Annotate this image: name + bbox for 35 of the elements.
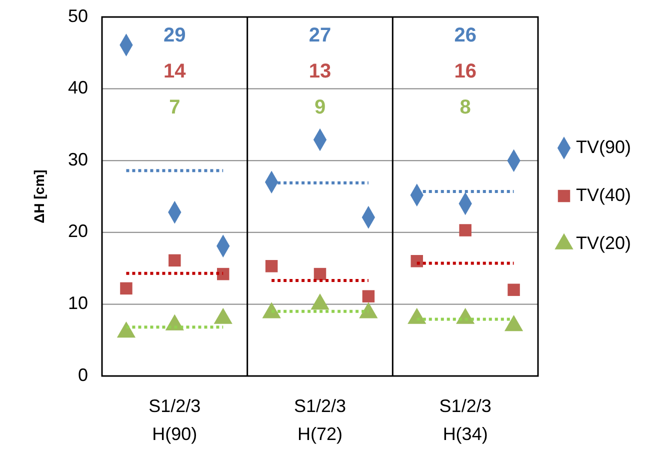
annotation: 29 <box>164 24 186 46</box>
y-axis-title: ΔH [cm] <box>31 170 47 224</box>
annotation: 9 <box>314 96 326 118</box>
point <box>459 224 472 236</box>
x-tick-label: S1/2/3 H(90) <box>148 396 201 444</box>
y-tick-label: 20 <box>68 221 88 242</box>
legend-label: TV(90) <box>576 136 632 157</box>
legend-label: TV(40) <box>576 184 632 205</box>
y-tick-label: 30 <box>68 149 88 170</box>
annotation: 14 <box>164 60 187 82</box>
point <box>359 302 378 318</box>
point <box>504 314 524 332</box>
annotation: 7 <box>169 96 180 118</box>
y-tick-label: 50 <box>68 6 88 26</box>
point <box>116 321 136 338</box>
point <box>410 254 424 268</box>
legend-label: TV(20) <box>576 232 632 253</box>
y-tick-label: 10 <box>68 292 88 313</box>
annotation: 26 <box>454 24 476 46</box>
point <box>265 260 278 272</box>
point <box>168 254 181 267</box>
point <box>216 268 230 280</box>
annotation: 16 <box>454 60 476 82</box>
annotation: 13 <box>308 60 332 82</box>
annotation: 8 <box>460 96 471 118</box>
point <box>310 293 330 310</box>
point <box>214 308 232 324</box>
y-tick-label: 0 <box>78 364 88 385</box>
y-tick-label: 40 <box>68 78 88 98</box>
point <box>262 302 281 318</box>
annotation: 27 <box>308 24 332 46</box>
x-tick-label: S1/2/3 H(34) <box>439 396 492 444</box>
point <box>408 308 426 324</box>
x-tick-label: S1/2/3 H(72) <box>294 396 346 444</box>
point <box>314 268 326 280</box>
